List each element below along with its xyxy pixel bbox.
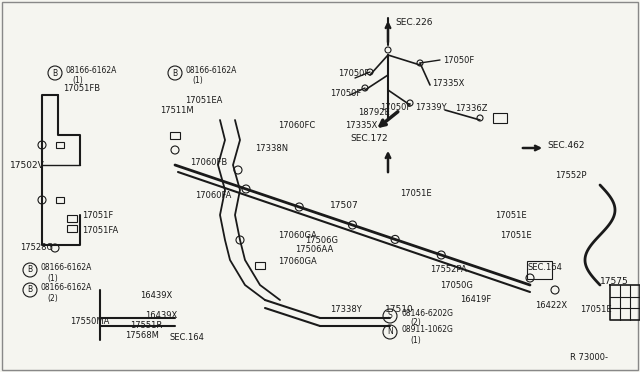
Text: 17051E: 17051E — [500, 231, 532, 240]
Text: 17060FC: 17060FC — [278, 121, 316, 129]
Text: 17050F: 17050F — [443, 55, 474, 64]
Text: 17528G: 17528G — [20, 244, 53, 253]
Text: 16422X: 16422X — [535, 301, 567, 310]
Text: 17510: 17510 — [385, 305, 413, 314]
Text: N: N — [387, 327, 393, 337]
Text: 08166-6162A: 08166-6162A — [40, 283, 92, 292]
Text: 17051FB: 17051FB — [63, 83, 100, 93]
Bar — [493, 113, 507, 123]
Text: R 73000-: R 73000- — [570, 353, 608, 362]
Text: 17335X: 17335X — [432, 78, 465, 87]
Bar — [170, 131, 180, 138]
Text: 17502V: 17502V — [10, 160, 45, 170]
Text: 17051E: 17051E — [400, 189, 431, 198]
Text: 17051EA: 17051EA — [185, 96, 222, 105]
Text: 08146-6202G: 08146-6202G — [402, 308, 454, 317]
Text: SEC.164: SEC.164 — [528, 263, 563, 273]
Text: 17050F: 17050F — [330, 89, 361, 97]
Text: (1): (1) — [47, 273, 58, 282]
Text: 17060FA: 17060FA — [195, 190, 232, 199]
Text: 17338Y: 17338Y — [330, 305, 362, 314]
Text: 17506G: 17506G — [305, 235, 338, 244]
Text: (2): (2) — [47, 294, 58, 302]
Bar — [67, 224, 77, 231]
Text: 17060FB: 17060FB — [190, 157, 227, 167]
Text: B: B — [52, 68, 58, 77]
Text: 08166-6162A: 08166-6162A — [185, 65, 236, 74]
Text: 08911-1062G: 08911-1062G — [402, 326, 454, 334]
Text: 17338N: 17338N — [255, 144, 288, 153]
Text: 18792E: 18792E — [358, 108, 390, 116]
Text: 16439X: 16439X — [140, 291, 172, 299]
Bar — [527, 261, 552, 279]
Bar — [56, 197, 64, 203]
Text: B: B — [28, 266, 33, 275]
Text: SEC.226: SEC.226 — [395, 17, 433, 26]
Text: (1): (1) — [410, 336, 420, 344]
Text: 17511M: 17511M — [160, 106, 194, 115]
Text: 16439X: 16439X — [145, 311, 177, 320]
Text: (1): (1) — [192, 76, 203, 84]
Text: SEC.164: SEC.164 — [170, 334, 205, 343]
Text: B: B — [172, 68, 177, 77]
Text: (2): (2) — [410, 318, 420, 327]
Text: 17339Y: 17339Y — [415, 103, 447, 112]
Bar — [255, 262, 265, 269]
Text: (1): (1) — [72, 76, 83, 84]
Text: 17550MA: 17550MA — [70, 317, 109, 327]
Text: SEC.172: SEC.172 — [350, 134, 388, 142]
Text: 17050F: 17050F — [380, 103, 412, 112]
Text: 17051E: 17051E — [495, 211, 527, 219]
Bar — [67, 215, 77, 221]
Bar — [56, 142, 64, 148]
Text: 17060GA: 17060GA — [278, 231, 317, 240]
Text: 17575: 17575 — [600, 278, 628, 286]
Text: 17507: 17507 — [330, 201, 359, 209]
Text: 17568M: 17568M — [125, 330, 159, 340]
Text: SEC.462: SEC.462 — [547, 141, 584, 150]
Text: 16419F: 16419F — [460, 295, 492, 305]
Text: 17506AA: 17506AA — [295, 246, 333, 254]
Text: 17050G: 17050G — [440, 280, 473, 289]
Text: 17051FA: 17051FA — [82, 225, 118, 234]
Text: 17051F: 17051F — [82, 211, 113, 219]
Text: S: S — [388, 311, 392, 321]
Text: 08166-6162A: 08166-6162A — [40, 263, 92, 273]
Text: 17050F: 17050F — [338, 68, 369, 77]
Text: 17551R: 17551R — [130, 321, 163, 330]
Text: 17051E: 17051E — [580, 305, 612, 314]
Text: 17552PA: 17552PA — [430, 266, 467, 275]
Text: B: B — [28, 285, 33, 295]
Text: 17552P: 17552P — [555, 170, 586, 180]
Text: 17336Z: 17336Z — [455, 103, 488, 112]
Text: 17335X: 17335X — [345, 121, 378, 129]
Text: 08166-6162A: 08166-6162A — [65, 65, 116, 74]
Text: 17060GA: 17060GA — [278, 257, 317, 266]
